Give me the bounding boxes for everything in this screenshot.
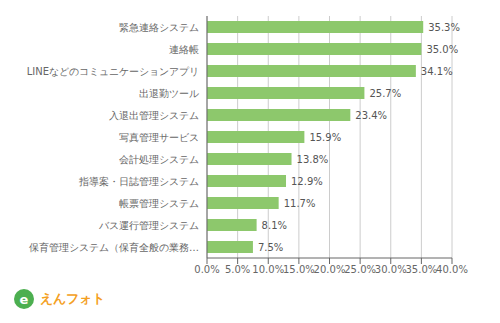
svg-text:35.0%: 35.0% — [405, 264, 437, 275]
svg-text:指導案・日誌管理システム: 指導案・日誌管理システム — [78, 176, 199, 187]
html-text:えんフォト: えんフォト — [40, 291, 105, 306]
svg-text:0.0%: 0.0% — [194, 264, 219, 275]
svg-text:11.7%: 11.7% — [284, 198, 316, 209]
svg-text:連絡帳: 連絡帳 — [169, 44, 199, 55]
svg-text:入退出管理システム: 入退出管理システム — [109, 110, 199, 121]
svg-text:LINEなどのコミュニケーションアプリ: LINEなどのコミュニケーションアプリ — [27, 66, 199, 77]
svg-text:23.4%: 23.4% — [355, 110, 387, 121]
svg-text:緊急連絡システム: 緊急連絡システム — [119, 22, 199, 33]
svg-text:バス運行管理システム: バス運行管理システム — [98, 220, 199, 231]
svg-text:25.7%: 25.7% — [369, 88, 401, 99]
svg-text:13.8%: 13.8% — [297, 154, 329, 165]
svg-text:保育管理システム（保育全般の業務…: 保育管理システム（保育全般の業務… — [29, 242, 199, 253]
svg-text:15.0%: 15.0% — [283, 264, 315, 275]
svg-text:会計処理システム: 会計処理システム — [119, 154, 199, 165]
svg-text:12.9%: 12.9% — [291, 176, 323, 187]
svg-text:30.0%: 30.0% — [375, 264, 407, 275]
svg-text:写真管理サービス: 写真管理サービス — [119, 132, 199, 143]
svg-text:10.0%: 10.0% — [252, 264, 284, 275]
svg-text:35.3%: 35.3% — [428, 22, 460, 33]
svg-text:8.1%: 8.1% — [262, 220, 287, 231]
svg-text:25.0%: 25.0% — [344, 264, 376, 275]
svg-text:15.9%: 15.9% — [309, 132, 341, 143]
svg-text:20.0%: 20.0% — [314, 264, 346, 275]
svg-text:帳票管理システム: 帳票管理システム — [119, 198, 199, 209]
svg-text:40.0%: 40.0% — [436, 264, 468, 275]
svg-text:5.0%: 5.0% — [225, 264, 250, 275]
svg-text:出退勤ツール: 出退勤ツール — [139, 88, 199, 99]
svg-text:35.0%: 35.0% — [426, 44, 458, 55]
svg-text:7.5%: 7.5% — [258, 242, 283, 253]
svg-text:34.1%: 34.1% — [421, 66, 453, 77]
html-text:e: e — [19, 291, 29, 307]
